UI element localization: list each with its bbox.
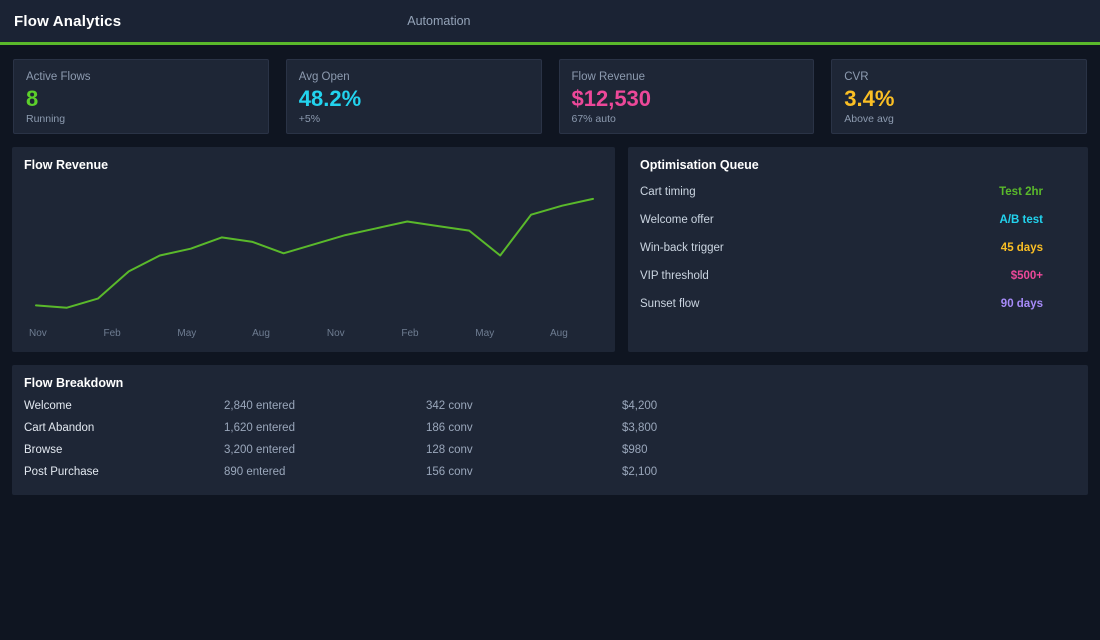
stat-card-value: $12,530 (571, 86, 652, 111)
flow-revenue-chart-panel: Flow Revenue Nov Feb May Aug Nov Feb May Aug (12, 147, 615, 352)
stat-card-label: Flow Revenue (571, 71, 646, 83)
stat-card: Avg Open 48.2% +5% (285, 59, 542, 134)
x-axis-tick-label: May (475, 328, 495, 339)
x-axis-tick-label: Aug (550, 328, 568, 339)
queue-row-value: 90 days (1000, 298, 1043, 310)
page-title: Flow Analytics (14, 12, 122, 30)
main-nav: Automation (407, 14, 470, 28)
stat-card-value: 3.4% (844, 86, 895, 111)
x-axis-tick-label: May (177, 328, 197, 339)
line-chart-svg (35, 197, 594, 309)
breakdown-conversions: 342 conv (426, 400, 473, 412)
breakdown-revenue: $2,100 (622, 466, 658, 478)
queue-row[interactable]: VIP threshold $500+ (628, 262, 1088, 290)
breakdown-flow-name: Browse (24, 444, 63, 456)
breakdown-entered: 3,200 entered (224, 444, 295, 456)
x-axis-tick-label: Nov (29, 328, 47, 339)
stat-card-sub: Above avg (844, 113, 894, 125)
stat-card-sub: 67% auto (571, 113, 616, 125)
queue-row-label: Welcome offer (640, 214, 714, 226)
queue-row-value: $500+ (1010, 270, 1043, 282)
x-axis-tick-label: Nov (326, 328, 345, 339)
breakdown-panel-title: Flow Breakdown (24, 376, 124, 390)
breakdown-revenue: $980 (622, 444, 648, 456)
table-row[interactable]: Cart Abandon 1,620 entered 186 conv $3,800 (12, 417, 1088, 439)
breakdown-flow-name: Welcome (24, 400, 72, 412)
stat-card-value: 8 (26, 86, 39, 111)
breakdown-revenue: $3,800 (622, 422, 658, 434)
chart-panel-title: Flow Revenue (24, 158, 109, 172)
queue-row-value: Test 2hr (999, 186, 1043, 198)
stat-card-label: Avg Open (298, 71, 350, 83)
x-axis-tick-label: Feb (401, 328, 419, 339)
queue-row-value: A/B test (999, 214, 1043, 226)
nav-item-automation[interactable]: Automation (407, 14, 471, 28)
stat-card: CVR 3.4% Above avg (831, 59, 1087, 134)
breakdown-flow-name: Cart Abandon (24, 422, 95, 434)
breakdown-conversions: 128 conv (426, 444, 473, 456)
table-row[interactable]: Welcome 2,840 entered 342 conv $4,200 (12, 395, 1088, 417)
stat-card-sub: +5% (298, 113, 321, 125)
breakdown-entered: 890 entered (224, 466, 286, 478)
x-axis-tick-label: Feb (103, 328, 121, 339)
chart-x-axis: Nov Feb May Aug Nov Feb May Aug (12, 328, 615, 342)
stat-card: Active Flows 8 Running (13, 59, 269, 134)
x-axis-tick-label: Aug (252, 328, 270, 339)
queue-row[interactable]: Cart timing Test 2hr (628, 178, 1088, 206)
revenue-series-line (35, 197, 594, 309)
stat-card-sub: Running (26, 113, 66, 125)
breakdown-revenue: $4,200 (622, 400, 658, 412)
app-header: Flow Analytics Automation (0, 0, 1100, 45)
queue-row-label: VIP threshold (640, 270, 709, 282)
main-content-row: Flow Revenue Nov Feb May Aug Nov Feb May Aug Op… (0, 134, 1100, 352)
queue-row-label: Cart timing (640, 186, 696, 198)
breakdown-entered: 2,840 entered (224, 400, 295, 412)
stat-card-row: Active Flows 8 Running Avg Open 48.2% +5% Flow… (0, 45, 1100, 134)
line-chart (12, 175, 615, 325)
queue-row[interactable]: Win-back trigger 45 days (628, 234, 1088, 262)
flow-breakdown-panel: Flow Breakdown Welcome 2,840 entered 342 c… (12, 365, 1088, 495)
breakdown-conversions: 186 conv (426, 422, 473, 434)
queue-row-value: 45 days (1000, 242, 1043, 254)
stat-card-label: CVR (844, 71, 869, 83)
queue-row[interactable]: Welcome offer A/B test (628, 206, 1088, 234)
table-row[interactable]: Post Purchase 890 entered 156 conv $2,100 (12, 461, 1088, 483)
queue-panel-title: Optimisation Queue (640, 158, 759, 172)
breakdown-rows: Welcome 2,840 entered 342 conv $4,200 Cart A… (12, 390, 1088, 483)
queue-row-label: Win-back trigger (640, 242, 724, 254)
optimisation-queue-panel: Optimisation Queue Cart timing Test 2hr We… (628, 147, 1088, 352)
breakdown-conversions: 156 conv (426, 466, 473, 478)
breakdown-flow-name: Post Purchase (24, 466, 99, 478)
queue-row[interactable]: Sunset flow 90 days (628, 290, 1088, 318)
queue-list: Cart timing Test 2hr Welcome offer A/B test… (628, 172, 1088, 318)
queue-row-label: Sunset flow (640, 298, 700, 310)
table-row[interactable]: Browse 3,200 entered 128 conv $980 (12, 439, 1088, 461)
stat-card: Flow Revenue $12,530 67% auto (558, 59, 815, 134)
stat-card-value: 48.2% (298, 86, 362, 111)
stat-card-label: Active Flows (26, 71, 91, 83)
breakdown-entered: 1,620 entered (224, 422, 295, 434)
